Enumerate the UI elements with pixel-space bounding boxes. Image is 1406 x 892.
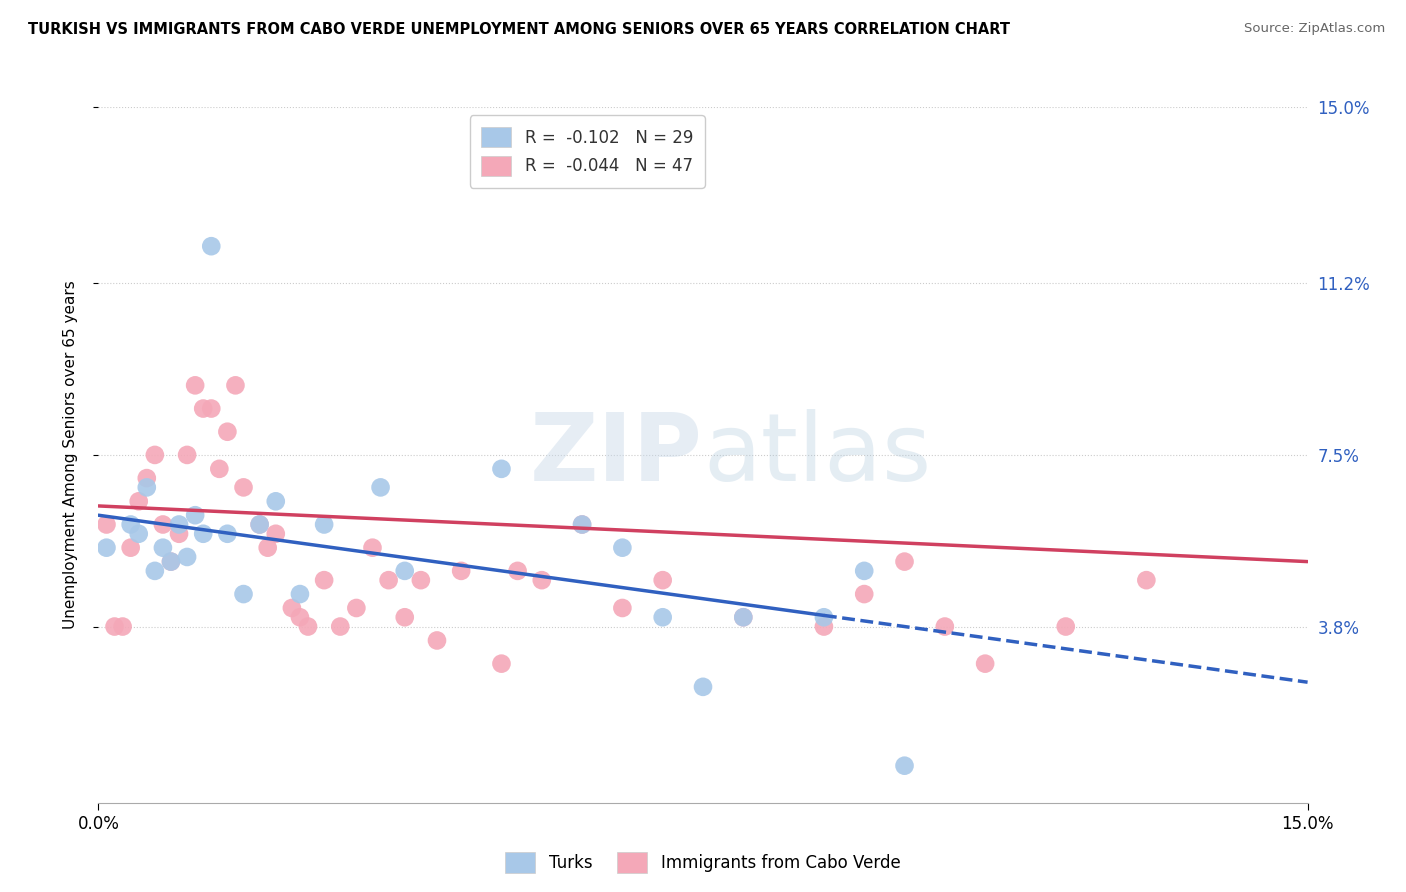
Point [249,517,271,532]
Point [571,517,593,532]
Point [612,541,634,555]
Point [120,541,142,555]
Text: atlas: atlas [703,409,931,501]
Point [184,508,207,523]
Point [200,239,222,253]
Point [96,541,118,555]
Point [612,601,634,615]
Point [314,573,336,587]
Point [200,401,222,416]
Point [288,610,311,624]
Point [394,610,416,624]
Point [813,610,835,624]
Point [651,573,673,587]
Point [651,610,673,624]
Point [264,526,287,541]
Point [571,517,593,532]
Point [264,494,287,508]
Point [135,471,157,485]
Point [135,480,157,494]
Point [143,448,166,462]
Point [232,480,254,494]
Point [344,601,367,615]
Point [217,526,239,541]
Point [224,378,246,392]
Point [974,657,997,671]
Legend: Turks, Immigrants from Cabo Verde: Turks, Immigrants from Cabo Verde [499,846,907,880]
Point [281,601,304,615]
Point [167,517,190,532]
Point [893,555,915,569]
Point [208,462,231,476]
Point [128,526,150,541]
Point [491,657,513,671]
Point [249,517,271,532]
Point [813,619,835,633]
Point [193,401,215,416]
Point [370,480,392,494]
Point [128,494,150,508]
Point [111,619,134,633]
Y-axis label: Unemployment Among Seniors over 65 years: Unemployment Among Seniors over 65 years [63,281,77,629]
Point [152,517,174,532]
Point [176,448,198,462]
Point [394,564,416,578]
Point [853,587,876,601]
Point [692,680,714,694]
Point [530,573,553,587]
Point [152,541,174,555]
Point [409,573,432,587]
Point [167,526,190,541]
Point [288,587,311,601]
Legend: R =  -0.102   N = 29, R =  -0.044   N = 47: R = -0.102 N = 29, R = -0.044 N = 47 [470,115,704,187]
Point [96,517,118,532]
Point [733,610,755,624]
Point [103,619,125,633]
Point [297,619,319,633]
Point [160,555,183,569]
Text: Source: ZipAtlas.com: Source: ZipAtlas.com [1244,22,1385,36]
Point [426,633,449,648]
Point [450,564,472,578]
Point [733,610,755,624]
Point [193,526,215,541]
Text: TURKISH VS IMMIGRANTS FROM CABO VERDE UNEMPLOYMENT AMONG SENIORS OVER 65 YEARS C: TURKISH VS IMMIGRANTS FROM CABO VERDE UN… [28,22,1010,37]
Point [893,758,915,772]
Point [506,564,529,578]
Point [1054,619,1077,633]
Point [853,564,876,578]
Point [491,462,513,476]
Point [377,573,399,587]
Point [184,378,207,392]
Point [143,564,166,578]
Point [232,587,254,601]
Point [934,619,956,633]
Point [256,541,278,555]
Point [176,549,198,564]
Point [361,541,384,555]
Point [1135,573,1157,587]
Point [329,619,352,633]
Point [217,425,239,439]
Point [120,517,142,532]
Point [160,555,183,569]
Point [314,517,336,532]
Text: ZIP: ZIP [530,409,703,501]
